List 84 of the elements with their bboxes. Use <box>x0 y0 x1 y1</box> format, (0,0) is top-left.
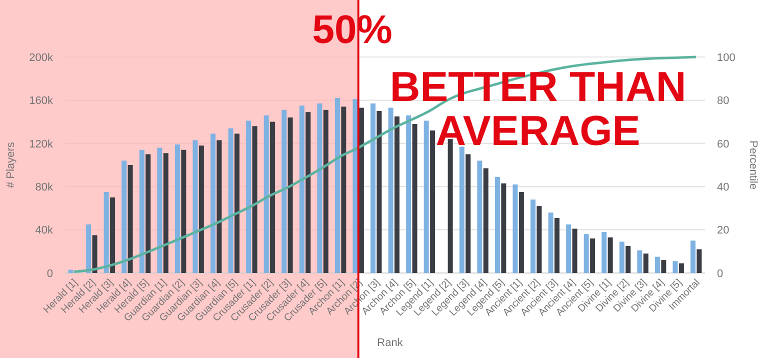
bar <box>619 242 624 273</box>
bar <box>548 212 554 273</box>
y2-tick-label: 100 <box>717 52 736 64</box>
y2-tick-label: 80 <box>717 95 730 108</box>
bar <box>590 238 596 273</box>
bar <box>512 184 518 273</box>
bar <box>637 250 642 273</box>
bar <box>466 154 471 273</box>
bar <box>139 150 144 273</box>
bar <box>110 197 116 273</box>
bar <box>388 108 394 273</box>
bar <box>306 112 311 273</box>
bar <box>122 160 127 273</box>
bar <box>157 148 162 273</box>
bar <box>317 103 322 273</box>
bar <box>68 270 74 273</box>
bar <box>352 99 358 273</box>
bar <box>264 115 269 273</box>
bar <box>234 134 240 273</box>
bar <box>370 103 376 273</box>
bar <box>412 124 418 273</box>
bar <box>690 240 696 273</box>
bar <box>608 237 613 273</box>
bar <box>572 228 578 273</box>
bar <box>394 116 400 273</box>
bar <box>602 232 607 273</box>
bar <box>174 144 180 273</box>
bar <box>376 111 382 273</box>
bar <box>518 192 524 273</box>
bar <box>459 146 464 273</box>
bar <box>288 117 293 273</box>
bar <box>228 128 234 273</box>
bar <box>252 126 258 273</box>
y-tick-label: 0 <box>46 268 53 280</box>
y-tick-label: 80k <box>35 181 54 194</box>
y2-tick-label: 40 <box>717 181 730 194</box>
bar <box>672 261 678 273</box>
bar <box>128 165 133 273</box>
bar <box>494 176 500 273</box>
bar <box>406 115 412 273</box>
bar <box>584 234 589 273</box>
bar <box>146 154 151 273</box>
bar <box>536 206 542 273</box>
bar <box>334 98 340 273</box>
y-tick-label: 40k <box>35 224 54 237</box>
bar <box>270 122 276 273</box>
bar <box>430 130 436 273</box>
bar <box>192 140 198 273</box>
bar <box>501 183 506 273</box>
bar <box>654 256 660 273</box>
y-tick-label: 200k <box>29 52 54 64</box>
bar <box>661 260 666 273</box>
bar <box>554 218 560 273</box>
bar <box>696 249 702 273</box>
bar <box>341 106 346 273</box>
bar <box>477 160 482 273</box>
bar <box>530 200 536 273</box>
bar <box>210 134 216 273</box>
y2-axis-title: Percentile <box>747 140 759 190</box>
y-tick-label: 160k <box>29 95 54 108</box>
bar <box>216 140 222 273</box>
bar <box>643 254 648 273</box>
bar <box>678 263 684 273</box>
bar <box>483 168 488 273</box>
bar <box>424 120 429 273</box>
bar <box>323 110 328 273</box>
bar <box>299 106 304 273</box>
bar <box>163 153 168 273</box>
y2-tick-label: 0 <box>717 268 724 280</box>
bar <box>282 110 287 273</box>
line-series <box>72 56 698 273</box>
bar <box>104 192 109 273</box>
y-axis-title: # Players <box>5 142 17 188</box>
bar <box>92 235 98 273</box>
y2-tick-label: 20 <box>717 224 730 237</box>
x-axis-title: Rank <box>377 337 404 349</box>
bar <box>626 246 631 273</box>
y-tick-label: 120k <box>29 138 54 150</box>
bar <box>246 120 252 273</box>
y2-tick-label: 60 <box>717 138 730 150</box>
bar <box>181 150 186 273</box>
bar <box>198 146 204 273</box>
bar <box>566 224 572 273</box>
bar <box>86 224 92 273</box>
